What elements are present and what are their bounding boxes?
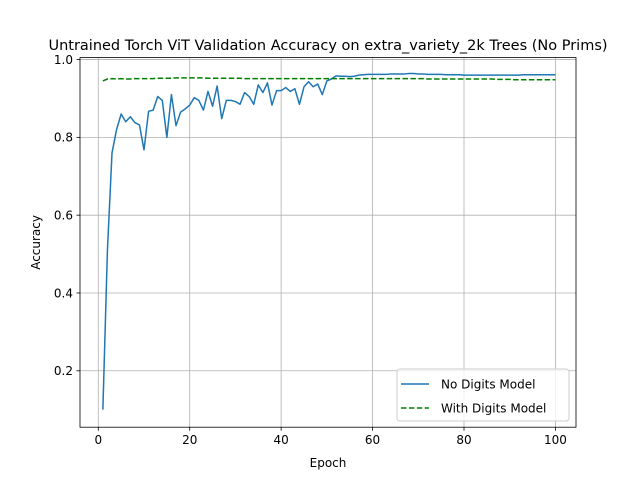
x-tick-label: 0 bbox=[94, 433, 102, 447]
y-tick-label: 1.0 bbox=[54, 53, 73, 67]
grid-lines bbox=[80, 57, 576, 428]
x-tick-label: 20 bbox=[182, 433, 197, 447]
y-tick-label: 0.6 bbox=[54, 208, 73, 222]
chart-title: Untrained Torch ViT Validation Accuracy … bbox=[48, 38, 607, 54]
x-tick-label: 100 bbox=[544, 433, 567, 447]
y-tick-label: 0.4 bbox=[54, 286, 73, 300]
legend-box bbox=[396, 368, 570, 422]
y-tick-label: 0.8 bbox=[54, 131, 73, 145]
y-axis-label: Accuracy bbox=[29, 215, 43, 270]
legend-label-with-digits: With Digits Model bbox=[441, 402, 546, 416]
y-tick-label: 0.2 bbox=[54, 364, 73, 378]
series-line-no-digits bbox=[102, 72, 556, 410]
legend-label-no-digits: No Digits Model bbox=[441, 378, 535, 392]
x-tick-label: 40 bbox=[274, 433, 289, 447]
axis-ticks: 0 20 40 60 80 100 0.2 0.4 0.6 0.8 1.0 bbox=[54, 53, 567, 447]
plot-frame bbox=[79, 57, 577, 428]
x-tick-label: 80 bbox=[456, 433, 471, 447]
legend: No Digits Model With Digits Model bbox=[396, 368, 570, 422]
x-tick-label: 60 bbox=[365, 433, 380, 447]
series-line-with-digits bbox=[102, 77, 556, 82]
x-axis-label: Epoch bbox=[310, 456, 347, 470]
series-layer bbox=[102, 72, 556, 410]
